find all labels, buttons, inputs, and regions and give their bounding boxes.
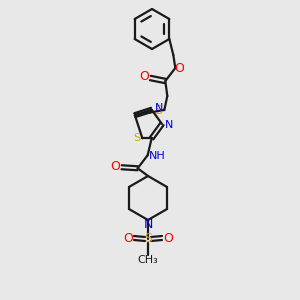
Text: N: N (143, 218, 153, 232)
Text: CH₃: CH₃ (138, 255, 158, 265)
Text: S: S (144, 232, 152, 245)
Text: N: N (165, 120, 173, 130)
Text: N: N (154, 103, 163, 113)
Text: O: O (123, 232, 133, 244)
Text: NH: NH (149, 151, 166, 161)
Text: O: O (163, 232, 173, 244)
Text: O: O (111, 160, 121, 173)
Text: S: S (133, 133, 140, 143)
Text: O: O (140, 70, 149, 83)
Text: S: S (154, 104, 162, 118)
Text: O: O (174, 61, 184, 74)
